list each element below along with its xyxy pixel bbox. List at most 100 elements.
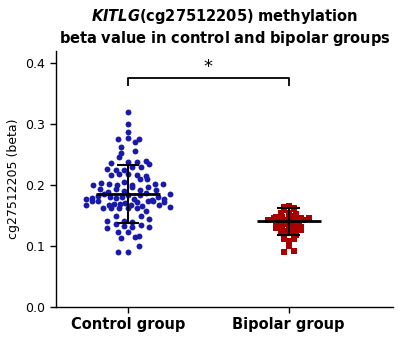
Point bbox=[265, 218, 272, 223]
Point bbox=[128, 202, 134, 208]
Point bbox=[108, 172, 114, 178]
Point bbox=[279, 214, 286, 220]
Point bbox=[278, 230, 284, 236]
Point bbox=[161, 196, 167, 202]
Point bbox=[290, 206, 297, 212]
Point bbox=[290, 248, 297, 254]
Point bbox=[129, 182, 135, 187]
Point bbox=[298, 227, 305, 233]
Point bbox=[125, 136, 131, 141]
Point bbox=[146, 161, 152, 167]
Point bbox=[114, 229, 121, 235]
Point bbox=[129, 224, 136, 229]
Point bbox=[271, 216, 277, 221]
Point bbox=[125, 192, 131, 198]
Point bbox=[106, 181, 112, 186]
Point bbox=[121, 167, 127, 173]
Point bbox=[114, 137, 121, 142]
Point bbox=[125, 129, 131, 135]
Point bbox=[142, 159, 149, 164]
Point bbox=[279, 223, 286, 229]
Point bbox=[121, 218, 127, 223]
Point bbox=[137, 188, 143, 193]
Point bbox=[107, 195, 114, 200]
Point bbox=[146, 216, 152, 221]
Point bbox=[137, 192, 143, 197]
Point bbox=[280, 207, 287, 213]
Point bbox=[286, 203, 292, 209]
Point bbox=[144, 176, 151, 181]
Point bbox=[134, 205, 140, 211]
Point bbox=[161, 199, 168, 204]
Point bbox=[100, 205, 106, 210]
Text: *: * bbox=[204, 58, 213, 76]
Point bbox=[122, 200, 128, 205]
Point bbox=[300, 218, 306, 223]
Point bbox=[286, 243, 292, 249]
Point bbox=[125, 109, 131, 114]
Point bbox=[108, 160, 114, 166]
Point bbox=[155, 195, 161, 200]
Point bbox=[135, 233, 142, 239]
Point bbox=[142, 208, 149, 214]
Title: $\bfit{KITLG}$$\bf{ (cg27512205)\ methylation}$
$\bf{beta\ value\ in\ control\ a: $\bfit{KITLG}$$\bf{ (cg27512205)\ methyl… bbox=[59, 7, 390, 48]
Point bbox=[117, 202, 123, 207]
Point bbox=[118, 150, 124, 156]
Point bbox=[150, 199, 156, 204]
Point bbox=[286, 226, 292, 231]
Point bbox=[125, 122, 131, 127]
Point bbox=[98, 180, 104, 186]
Point bbox=[160, 181, 166, 187]
Point bbox=[286, 213, 292, 218]
Point bbox=[296, 222, 302, 228]
Point bbox=[133, 199, 140, 204]
Point bbox=[125, 205, 131, 210]
Point bbox=[108, 206, 114, 211]
Point bbox=[97, 186, 104, 192]
Point bbox=[104, 225, 110, 231]
Point bbox=[118, 235, 124, 240]
Point bbox=[116, 172, 123, 177]
Point bbox=[116, 205, 123, 211]
Point bbox=[94, 199, 101, 204]
Point bbox=[280, 205, 287, 210]
Point bbox=[135, 244, 142, 249]
Point bbox=[153, 187, 159, 193]
Point bbox=[112, 213, 119, 219]
Point bbox=[156, 202, 162, 208]
Point bbox=[113, 186, 120, 192]
Point bbox=[113, 195, 120, 200]
Point bbox=[134, 173, 140, 178]
Point bbox=[116, 154, 123, 160]
Point bbox=[282, 217, 289, 223]
Point bbox=[286, 240, 292, 246]
Point bbox=[273, 223, 279, 229]
Point bbox=[111, 201, 118, 206]
Point bbox=[279, 227, 286, 233]
Point bbox=[118, 144, 124, 149]
Point bbox=[293, 232, 300, 237]
Point bbox=[105, 189, 112, 195]
Point bbox=[146, 224, 152, 230]
Point bbox=[286, 239, 292, 244]
Point bbox=[293, 211, 300, 216]
Point bbox=[138, 222, 144, 228]
Point bbox=[119, 194, 125, 200]
Point bbox=[83, 203, 90, 208]
Point bbox=[112, 167, 119, 172]
Point bbox=[101, 191, 108, 197]
Point bbox=[280, 219, 287, 225]
Point bbox=[306, 215, 312, 221]
Point bbox=[290, 205, 297, 211]
Point bbox=[106, 203, 112, 208]
Point bbox=[132, 139, 138, 144]
Point bbox=[125, 249, 131, 255]
Point bbox=[129, 219, 136, 225]
Point bbox=[292, 214, 298, 219]
Point bbox=[280, 237, 287, 242]
Point bbox=[286, 223, 292, 228]
Point bbox=[129, 184, 135, 190]
Point bbox=[290, 219, 297, 224]
Point bbox=[135, 137, 142, 142]
Point bbox=[298, 215, 305, 220]
